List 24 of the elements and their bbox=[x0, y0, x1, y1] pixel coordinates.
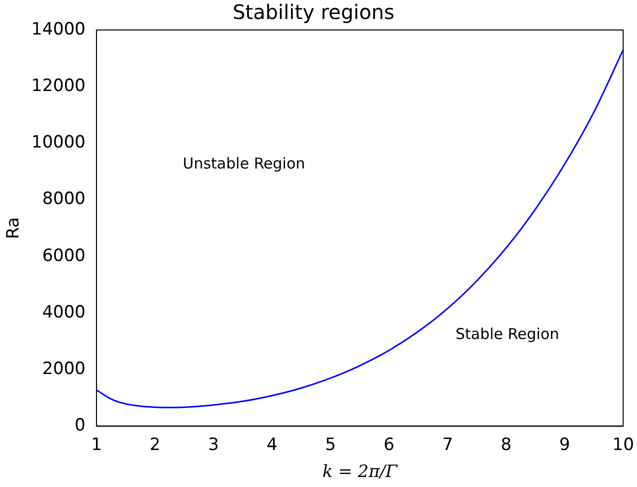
y-tick-label: 8000 bbox=[42, 189, 86, 210]
y-tick-label: 4000 bbox=[42, 302, 86, 322]
y-tick-label: 10000 bbox=[31, 132, 86, 153]
y-tick-label: 0 bbox=[74, 416, 86, 436]
x-tick-label: 7 bbox=[442, 434, 454, 455]
x-tick-label: 1 bbox=[91, 434, 102, 455]
x-tick-label: 3 bbox=[208, 434, 219, 455]
x-tick-label: 9 bbox=[559, 434, 570, 455]
x-tick-label: 10 bbox=[612, 434, 634, 455]
y-tick-label: 12000 bbox=[31, 76, 86, 96]
x-tick-label: 6 bbox=[384, 434, 395, 455]
y-tick-label: 6000 bbox=[42, 246, 86, 266]
x-tick-label: 2 bbox=[150, 434, 160, 455]
y-tick-label: 2000 bbox=[42, 359, 86, 380]
y-tick-label: 14000 bbox=[31, 19, 86, 40]
y-axis-title: Ra bbox=[4, 217, 24, 240]
x-tick-label: 4 bbox=[266, 434, 278, 455]
x-axis-title: k = 2π/Γ bbox=[322, 462, 398, 482]
x-tick-label: 5 bbox=[325, 434, 336, 455]
annotation: Unstable Region bbox=[182, 154, 306, 173]
line-series bbox=[96, 49, 624, 408]
chart-title: Stability regions bbox=[232, 0, 394, 24]
x-tick-label: 8 bbox=[500, 434, 512, 455]
annotation: Stable Region bbox=[455, 324, 560, 343]
